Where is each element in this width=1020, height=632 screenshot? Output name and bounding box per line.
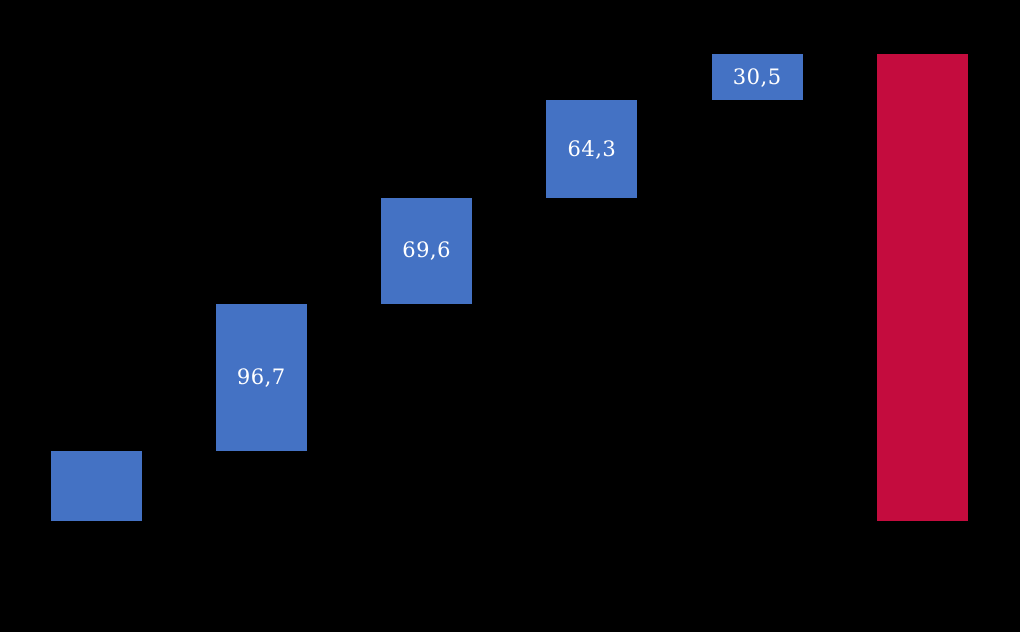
segment-bar: 64,3 (546, 100, 638, 198)
segment-bar: 96,7 (215, 303, 307, 451)
bar-value-label: 64,3 (567, 136, 617, 161)
segment-bar: 30,5 (711, 53, 803, 101)
segment-bar (50, 450, 142, 521)
bar-value-label: 96,7 (236, 364, 286, 389)
bar-value-label: 30,5 (732, 64, 782, 89)
total-bar (877, 53, 968, 521)
segment-bar: 69,6 (381, 198, 473, 304)
bar-value-label: 69,6 (402, 238, 451, 263)
